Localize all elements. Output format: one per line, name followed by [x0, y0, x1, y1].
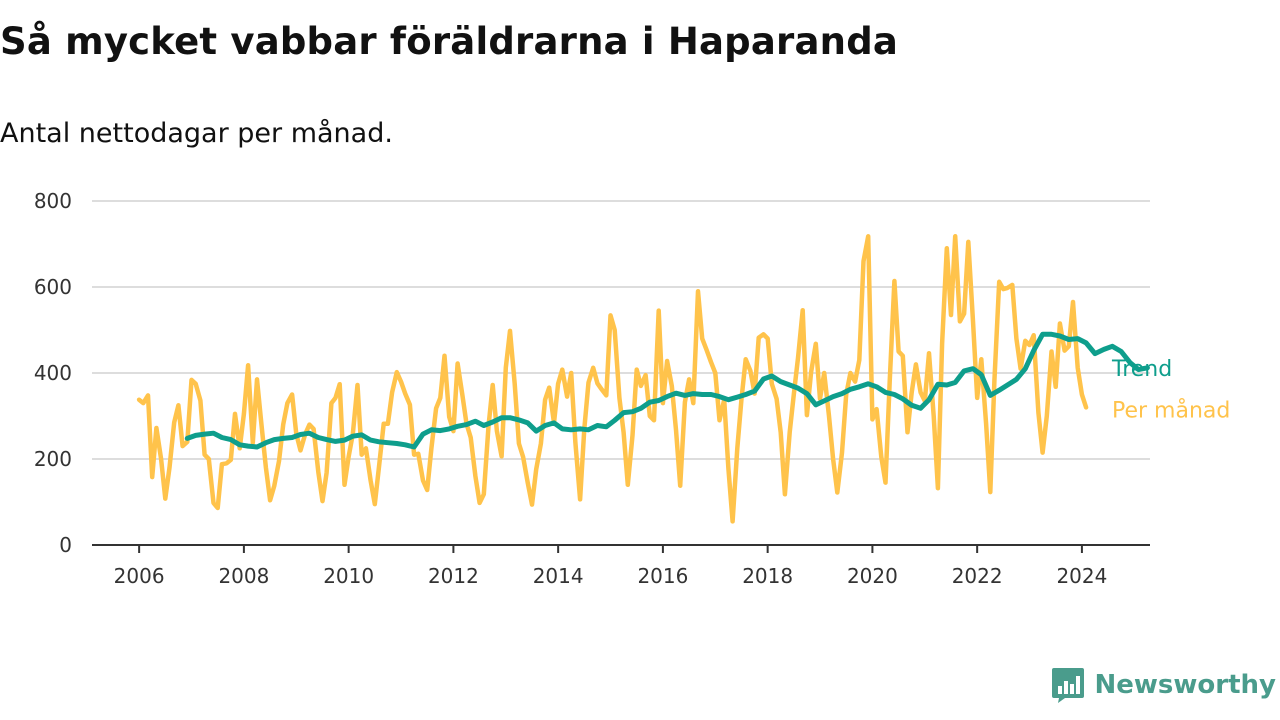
- x-tick-label: 2014: [533, 564, 584, 588]
- y-tick-label: 600: [34, 275, 72, 299]
- y-tick-label: 0: [59, 533, 72, 557]
- x-axis-ticks: 2006 2008 2010 2012 2014 2016 2018 2020 2022 2024: [92, 544, 1150, 588]
- y-tick-label: 200: [34, 447, 72, 471]
- legend-label-per-manad: Per månad: [1112, 397, 1230, 423]
- brand-logo: Newsworthy: [1051, 666, 1276, 704]
- legend: Trend Per månad: [1111, 357, 1230, 424]
- x-tick-label: 2020: [847, 564, 898, 588]
- series-line-per-manad: [136, 234, 1089, 524]
- chart-title: Så mycket vabbar föräldrarna i Haparanda: [0, 20, 899, 63]
- x-tick-label: 2012: [428, 564, 479, 588]
- y-axis-ticks: 0 200 400 600 800: [34, 189, 72, 557]
- x-tick-label: 2024: [1056, 564, 1107, 588]
- series-lines: [136, 234, 1150, 524]
- legend-label-trend: Trend: [1111, 357, 1172, 382]
- x-tick-label: 2016: [637, 564, 688, 588]
- x-tick-label: 2006: [114, 564, 165, 588]
- y-tick-label: 800: [34, 189, 72, 213]
- x-tick-label: 2008: [218, 564, 269, 588]
- chart-subtitle: Antal nettodagar per månad.: [0, 118, 393, 149]
- x-tick-label: 2018: [742, 564, 793, 588]
- series-line-trend: [184, 331, 1150, 450]
- newsworthy-logo-icon: [1051, 668, 1084, 703]
- y-tick-label: 400: [34, 361, 72, 385]
- x-tick-label: 2022: [952, 564, 1003, 588]
- brand-name: Newsworthy: [1094, 670, 1276, 700]
- x-tick-label: 2010: [323, 564, 374, 588]
